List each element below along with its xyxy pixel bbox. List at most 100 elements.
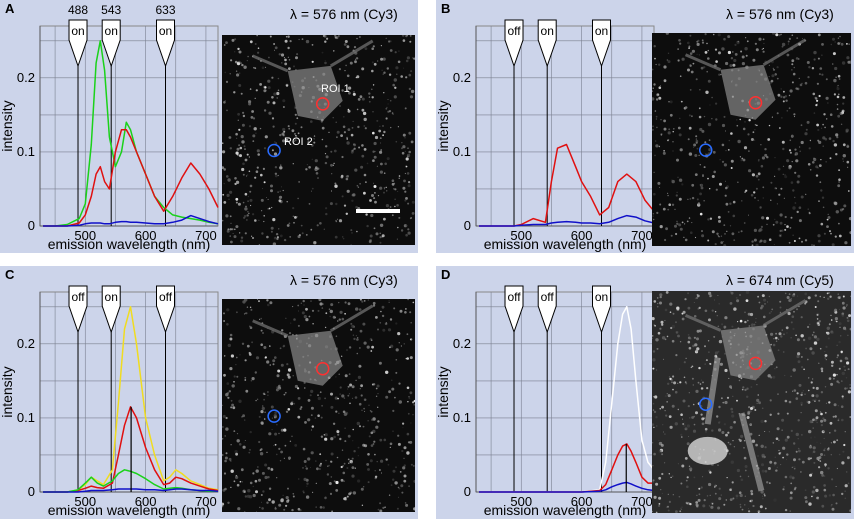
x-tick-label: 700	[195, 228, 217, 243]
y-tick-label: 0.2	[17, 336, 35, 351]
panel-label: A	[5, 1, 15, 16]
x-tick-label: 700	[195, 494, 217, 509]
y-axis-label: intensity	[0, 100, 15, 151]
x-tick-label: 500	[510, 494, 532, 509]
laser-flag	[537, 19, 557, 68]
y-tick-label: 0.1	[453, 410, 471, 425]
cell-body	[287, 65, 343, 121]
cell-body	[287, 330, 343, 386]
laser-flag	[504, 285, 524, 334]
y-tick-label: 0	[464, 484, 471, 499]
micrograph-canvas	[222, 35, 415, 245]
laser-flag	[156, 285, 176, 334]
roi2-circle	[698, 397, 713, 411]
image-speckle	[652, 291, 851, 513]
image-background	[222, 299, 415, 512]
panel-b: B λ = 576 nm (Cy3) off on on 500 600 700 0 0.1 0…	[435, 0, 854, 253]
micrograph-canvas	[652, 33, 851, 246]
x-axis-label: emission wavelength (nm)	[484, 502, 647, 518]
image-speckle	[222, 35, 415, 245]
laser-state-label: off	[541, 290, 555, 304]
micrograph-canvas	[222, 299, 415, 512]
image-speckle	[222, 299, 415, 512]
x-tick-label: 600	[571, 494, 593, 509]
plot-frame	[39, 291, 219, 493]
scale-bar	[356, 209, 400, 213]
spectrum-plot: off off on 500 600 700 0 0.1 0.2 emission wavelen…	[435, 285, 655, 518]
spectrum-plot: on 488 on 543 on 633 500 600 700 0 0.1 0.2 emission …	[0, 3, 219, 252]
series-line-blue	[43, 214, 219, 227]
x-tick-label: 600	[135, 494, 157, 509]
laser-flag	[592, 285, 612, 334]
cell-body	[720, 64, 776, 120]
micrograph-image	[652, 291, 851, 513]
laser-state-label: on	[105, 24, 118, 38]
series-line-blue	[43, 488, 219, 493]
panel-label: B	[441, 1, 451, 16]
roi2-circle	[267, 143, 281, 158]
cell-process	[704, 357, 765, 492]
cell-process	[684, 299, 807, 332]
x-tick-label: 600	[571, 228, 593, 243]
laser-state-label: on	[595, 290, 608, 304]
roi1-circle	[315, 97, 330, 111]
series-line-red	[43, 406, 219, 493]
panel-a: A λ = 576 nm (Cy3) on 488 on 543 on 633 500 600…	[0, 0, 418, 253]
laser-state-label: on	[541, 24, 554, 38]
x-tick-label: 500	[510, 228, 532, 243]
micrograph-image	[222, 299, 415, 512]
y-tick-label: 0.2	[17, 70, 35, 85]
series-line-red	[43, 128, 219, 227]
laser-state-label: off	[159, 290, 173, 304]
y-tick-label: 0.1	[17, 144, 35, 159]
y-tick-label: 0.1	[17, 410, 35, 425]
series-line-red	[479, 143, 655, 227]
laser-flag	[504, 19, 524, 68]
laser-state-label: on	[159, 24, 172, 38]
bright-cell	[687, 436, 728, 465]
laser-flag	[101, 285, 121, 334]
x-tick-label: 700	[631, 494, 653, 509]
series-line-blue	[479, 481, 655, 493]
laser-flag	[68, 285, 88, 334]
series-line-green	[43, 40, 219, 227]
image-background	[222, 35, 415, 245]
laser-flag	[592, 19, 612, 68]
laser-state-label: on	[105, 290, 118, 304]
y-axis-label: intensity	[435, 100, 451, 151]
roi2-circle	[267, 409, 281, 423]
laser-flag	[537, 285, 557, 334]
laser-state-label: off	[507, 24, 521, 38]
spectrum-plot: off on off 500 600 700 0 0.1 0.2 emission wavelen…	[0, 285, 219, 518]
laser-state-label: off	[71, 290, 85, 304]
x-axis-label: emission wavelength (nm)	[48, 236, 211, 252]
excitation-wavelength-label: λ = 674 nm (Cy5)	[726, 272, 834, 288]
series-line-red	[479, 443, 654, 493]
x-tick-label: 700	[631, 228, 653, 243]
micrograph-image: ROI 1 ROI 2	[222, 35, 415, 245]
micrograph-image	[652, 33, 851, 246]
laser-wavelength-label: 543	[101, 3, 121, 17]
series-line-yellow	[43, 306, 219, 493]
laser-wavelength-label: 488	[68, 3, 88, 17]
roi1-circle	[315, 362, 330, 376]
x-axis-label: emission wavelength (nm)	[484, 236, 647, 252]
y-axis-label: intensity	[435, 366, 451, 417]
plot-frame	[475, 25, 655, 227]
cell-body	[720, 325, 776, 381]
laser-wavelength-label: 633	[155, 3, 175, 17]
roi1-circle	[748, 356, 763, 371]
x-tick-label: 500	[74, 494, 96, 509]
cell-process	[252, 39, 374, 73]
panel-c: C λ = 576 nm (Cy3) off on off 500 600 700 0 0.1…	[0, 266, 418, 519]
excitation-wavelength-label: λ = 576 nm (Cy3)	[290, 6, 398, 22]
roi1-circle	[748, 96, 763, 110]
cell-process	[252, 304, 374, 338]
panel-label: C	[5, 267, 15, 282]
x-axis-label: emission wavelength (nm)	[48, 502, 211, 518]
laser-state-label: off	[507, 290, 521, 304]
x-tick-label: 600	[135, 228, 157, 243]
panel-d: D λ = 674 nm (Cy5) off off on 500 600 700 0 0.1…	[435, 266, 854, 519]
laser-flag	[156, 19, 176, 68]
cell-process	[684, 38, 807, 72]
